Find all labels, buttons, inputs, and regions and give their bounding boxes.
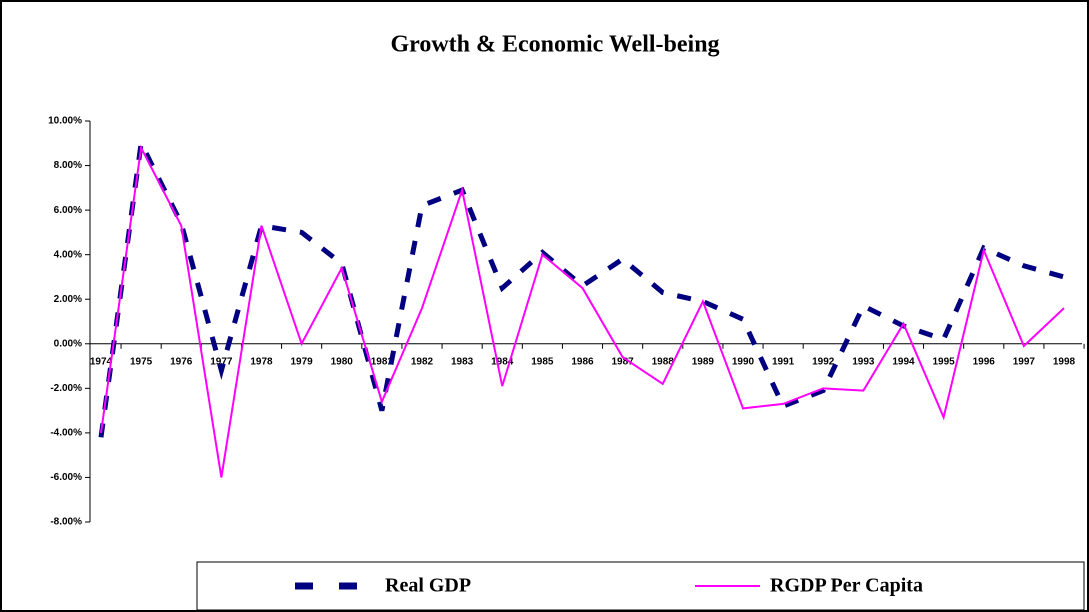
- x-tick-label: 1994: [892, 356, 915, 367]
- x-tick-label: 1974: [90, 356, 113, 367]
- x-tick-label: 1980: [331, 356, 354, 367]
- y-tick-label: 10.00%: [48, 116, 82, 127]
- x-tick-label: 1989: [692, 356, 715, 367]
- y-tick-label: -4.00%: [50, 428, 82, 439]
- x-tick-label: 1992: [812, 356, 835, 367]
- x-tick-label: 1987: [612, 356, 635, 367]
- y-tick-label: 0.00%: [54, 338, 82, 349]
- y-tick-label: 4.00%: [54, 249, 82, 260]
- x-tick-label: 1981: [371, 356, 394, 367]
- legend-label: RGDP Per Capita: [770, 575, 923, 597]
- x-tick-label: 1984: [491, 356, 514, 367]
- x-tick-label: 1979: [291, 356, 314, 367]
- x-tick-label: 1991: [772, 356, 795, 367]
- y-tick-label: 2.00%: [54, 294, 82, 305]
- y-tick-label: -6.00%: [50, 472, 82, 483]
- y-tick-label: -2.00%: [50, 383, 82, 394]
- x-tick-label: 1986: [571, 356, 594, 367]
- x-tick-label: 1985: [531, 356, 554, 367]
- x-tick-label: 1982: [411, 356, 434, 367]
- x-tick-label: 1993: [852, 356, 875, 367]
- y-tick-label: 6.00%: [54, 205, 82, 216]
- chart-title: Growth & Economic Well-being: [390, 32, 719, 58]
- x-tick-label: 1975: [130, 356, 153, 367]
- x-tick-label: 1990: [732, 356, 755, 367]
- x-tick-label: 1978: [250, 356, 273, 367]
- legend-box: [196, 561, 1085, 611]
- x-tick-label: 1997: [1013, 356, 1036, 367]
- x-tick-label: 1995: [933, 356, 956, 367]
- x-tick-label: 1998: [1053, 356, 1076, 367]
- x-tick-label: 1983: [451, 356, 474, 367]
- y-tick-label: -8.00%: [50, 517, 82, 528]
- x-tick-label: 1977: [210, 356, 233, 367]
- x-tick-label: 1996: [973, 356, 996, 367]
- series-line: [100, 144, 1065, 478]
- y-tick-label: 8.00%: [54, 160, 82, 171]
- legend-label: Real GDP: [385, 575, 471, 597]
- x-tick-label: 1988: [652, 356, 675, 367]
- x-tick-label: 1976: [170, 356, 193, 367]
